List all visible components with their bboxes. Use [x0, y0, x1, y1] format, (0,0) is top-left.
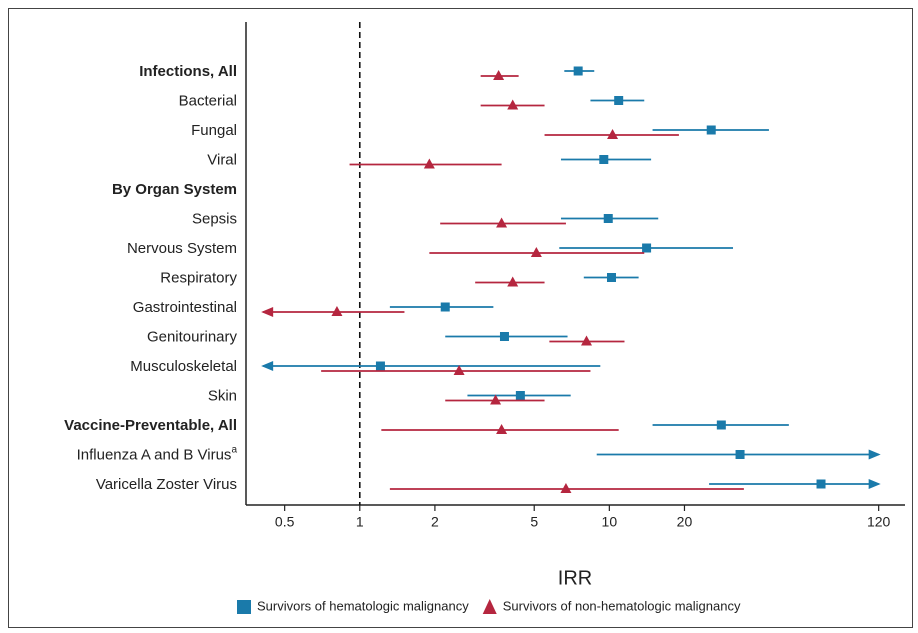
point-estimate — [375, 361, 385, 371]
x-tick-label: 2 — [431, 514, 439, 530]
point-estimate — [716, 420, 726, 430]
category-text: Musculoskeletal — [130, 358, 237, 375]
point-estimate — [499, 332, 509, 341]
x-tick-label: 5 — [530, 514, 538, 530]
x-tick-label: 120 — [867, 514, 891, 530]
category-text: Bacterial — [179, 92, 237, 109]
point-estimate — [735, 450, 745, 459]
category-text: Influenza A and B Virus — [77, 446, 232, 463]
category-text: Gastrointestinal — [133, 299, 237, 316]
category-text: Sepsis — [192, 210, 237, 227]
point-estimate — [603, 214, 613, 223]
point-estimate — [606, 273, 616, 282]
point-estimate — [573, 66, 583, 76]
point-estimate — [507, 276, 519, 287]
point-estimate — [515, 391, 525, 400]
arrow-head — [261, 307, 274, 317]
x-tick-label: 20 — [677, 514, 693, 530]
legend-label: Survivors of non-hematologic malignancy — [503, 598, 741, 613]
point-estimate — [423, 158, 435, 169]
category-text: Infections, All — [139, 63, 237, 80]
category-label: Nervous System — [127, 240, 237, 257]
arrow-head — [868, 449, 881, 460]
category-text: Varicella Zoster Virus — [96, 476, 237, 493]
point-estimate — [493, 70, 505, 80]
point-estimate — [581, 335, 593, 346]
point-estimate — [331, 306, 343, 316]
category-text: Vaccine-Preventable, All — [64, 417, 237, 434]
category-label: Varicella Zoster Virus — [96, 476, 237, 493]
category-label: Sepsis — [192, 210, 237, 227]
point-estimate — [490, 394, 502, 405]
point-estimate — [614, 96, 624, 105]
category-label: Skin — [208, 387, 237, 404]
category-label: Genitourinary — [147, 328, 238, 345]
point-estimate — [530, 247, 542, 257]
point-estimate — [706, 125, 716, 135]
point-estimate — [496, 217, 508, 228]
category-label: Bacterial — [179, 92, 237, 109]
category-label: Fungal — [191, 122, 237, 139]
point-estimate — [816, 479, 826, 489]
category-label: Influenza A and B Virusa — [77, 444, 238, 463]
point-estimate — [507, 99, 519, 110]
category-text: Viral — [207, 151, 237, 168]
superscript: a — [231, 444, 237, 455]
category-text: By Organ System — [112, 181, 237, 198]
x-axis-title: IRR — [558, 567, 592, 589]
x-tick-label: 1 — [356, 514, 364, 530]
category-text: Skin — [208, 387, 237, 404]
point-estimate — [440, 302, 450, 312]
x-tick-label: 0.5 — [275, 514, 295, 530]
category-text: Fungal — [191, 122, 237, 139]
legend-label: Survivors of hematologic malignancy — [257, 598, 469, 613]
category-text: Genitourinary — [147, 328, 238, 345]
legend-swatch — [237, 600, 251, 614]
category-label: Vaccine-Preventable, All — [64, 417, 237, 434]
category-label: Musculoskeletal — [130, 358, 237, 375]
point-estimate — [453, 365, 465, 375]
point-estimate — [607, 129, 619, 139]
point-estimate — [496, 424, 508, 434]
frame — [8, 8, 913, 628]
x-tick-label: 10 — [602, 514, 618, 530]
category-text: Nervous System — [127, 240, 237, 257]
point-estimate — [560, 483, 572, 493]
category-label: Gastrointestinal — [133, 299, 237, 316]
point-estimate — [642, 243, 652, 253]
point-estimate — [599, 155, 609, 164]
arrow-head — [868, 479, 881, 489]
arrow-head — [261, 361, 274, 371]
category-text: Respiratory — [160, 269, 237, 286]
category-label: Viral — [207, 151, 237, 168]
category-label: Respiratory — [160, 269, 237, 286]
legend-swatch — [482, 599, 497, 614]
category-label: Infections, All — [139, 63, 237, 80]
category-label: By Organ System — [112, 181, 237, 198]
